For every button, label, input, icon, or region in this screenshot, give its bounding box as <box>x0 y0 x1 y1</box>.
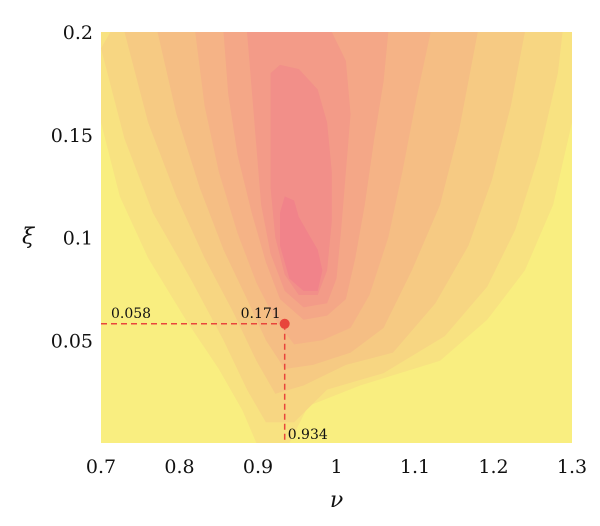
y-tick-label: 0.15 <box>51 125 93 147</box>
x-tick-label: 1.2 <box>478 456 508 478</box>
x-tick-label: 0.7 <box>86 456 116 478</box>
peak-value-annotation: 0.171 <box>241 306 281 322</box>
x-axis-label: ν <box>330 488 343 513</box>
y-axis-ticks: 0.05 0.1 0.15 0.2 <box>51 22 93 352</box>
x-axis-ticks: 0.7 0.8 0.9 1 1.1 1.2 1.3 <box>86 456 587 478</box>
peak-marker <box>279 318 290 329</box>
peak-guide-lines <box>101 323 286 443</box>
y-tick-label: 0.2 <box>63 22 93 44</box>
x-tick-label: 1.3 <box>557 456 587 478</box>
contour-band <box>280 196 323 291</box>
y-tick-label: 0.05 <box>51 330 93 352</box>
y-value-annotation: 0.058 <box>111 306 151 322</box>
x-tick-label: 0.8 <box>164 456 194 478</box>
x-value-annotation: 0.934 <box>288 427 328 443</box>
x-tick-label: 0.9 <box>243 456 273 478</box>
x-tick-label: 1.1 <box>400 456 430 478</box>
x-tick-label: 1 <box>330 456 342 478</box>
y-axis-label: ξ <box>22 225 36 250</box>
contour-bands <box>101 32 572 443</box>
y-tick-label: 0.1 <box>63 228 93 250</box>
